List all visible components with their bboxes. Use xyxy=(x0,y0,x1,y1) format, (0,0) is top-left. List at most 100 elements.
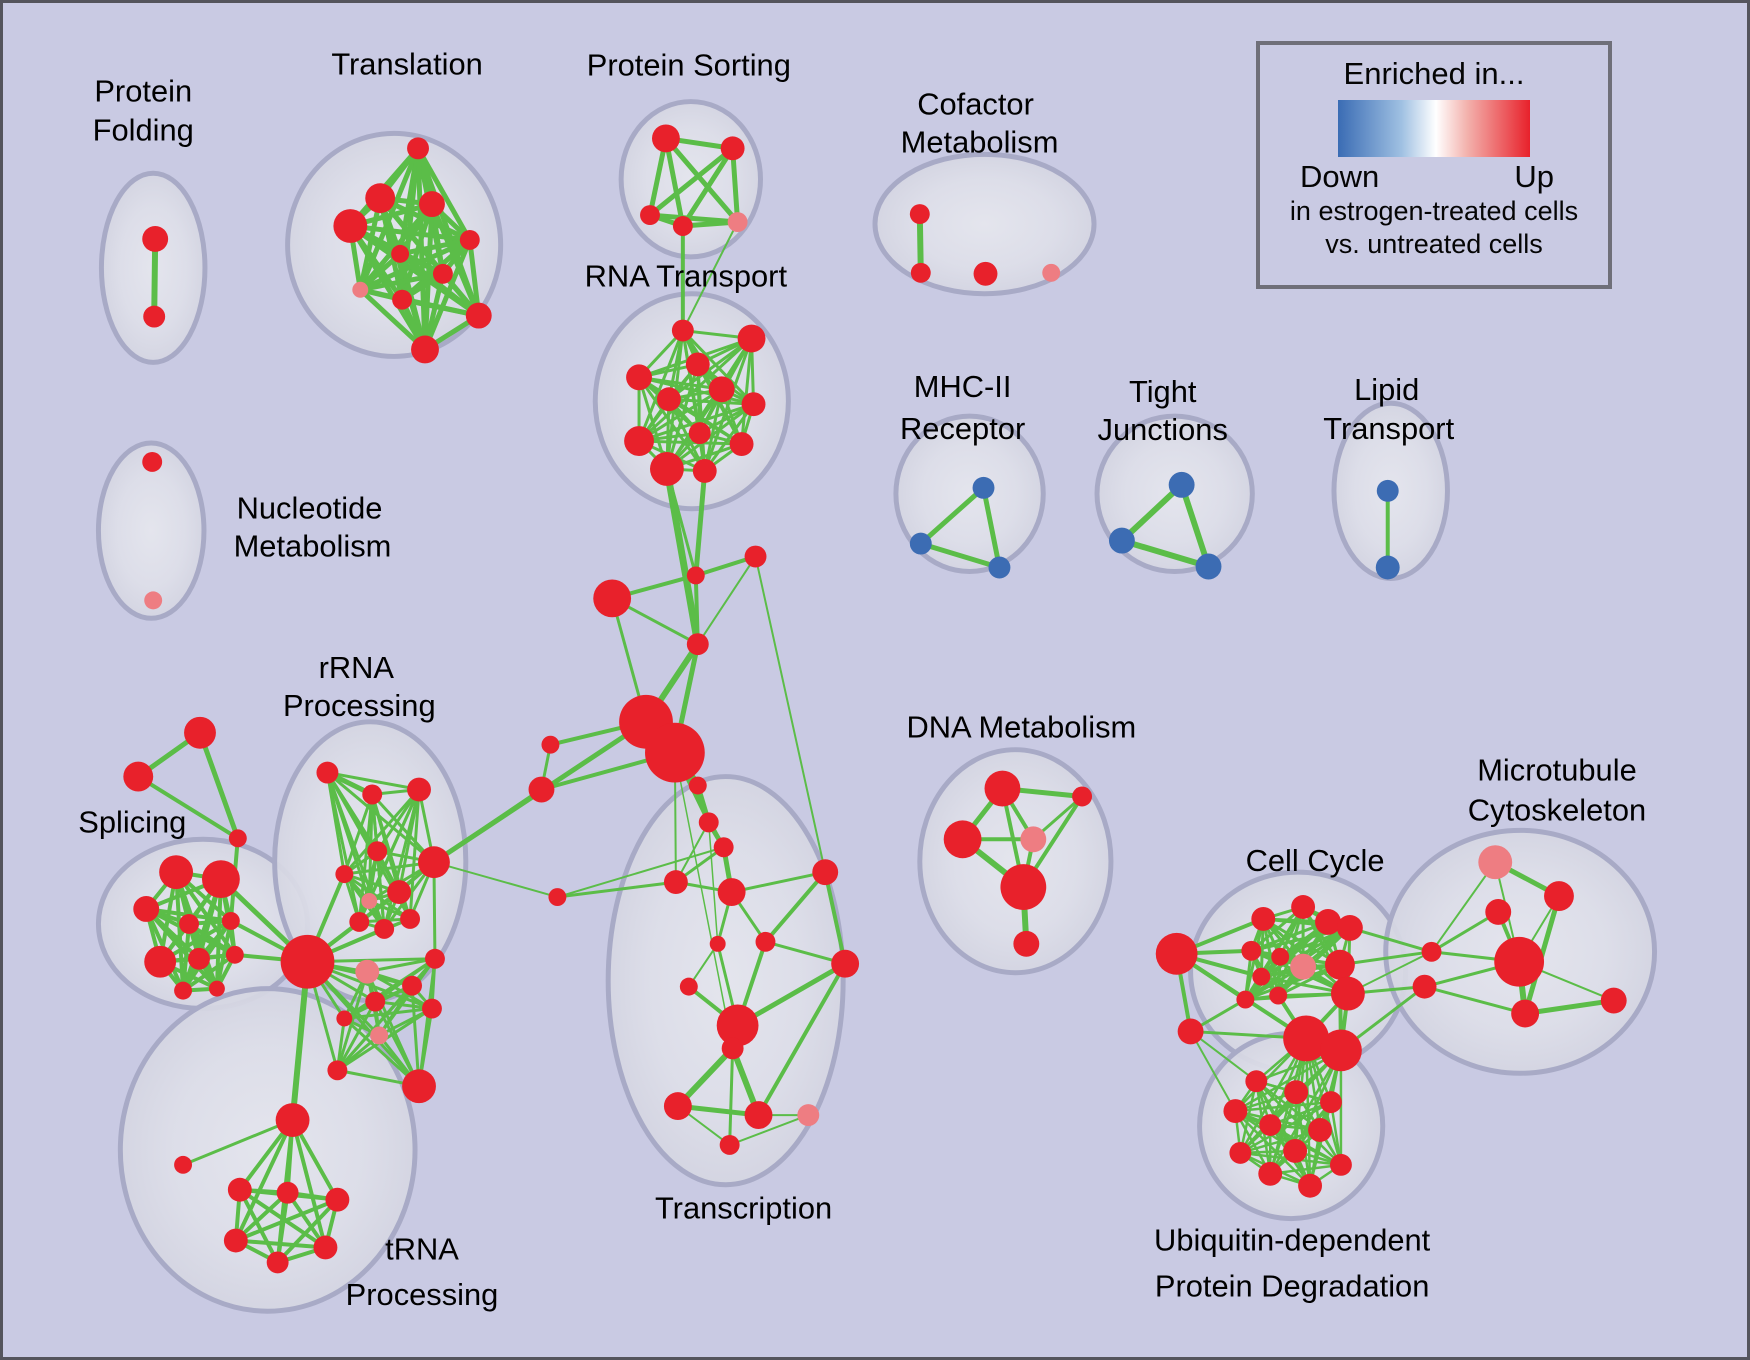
node-tj0 xyxy=(1168,471,1195,498)
node-sp8 xyxy=(174,981,193,1000)
node-cf2 xyxy=(973,261,998,286)
cluster-transcription-label: Transcription xyxy=(655,1191,832,1226)
node-sp4 xyxy=(221,911,240,930)
cluster-tight-junctions-label-line1: Tight xyxy=(1129,374,1197,409)
cluster-cofactor-metabolism-ellipse xyxy=(872,151,1097,297)
node-rt11 xyxy=(692,458,717,483)
node-tl1 xyxy=(365,183,396,214)
node-cc9 xyxy=(1290,953,1317,980)
node-tx10 xyxy=(831,949,860,978)
node-sp3 xyxy=(179,913,199,934)
node-rh1 xyxy=(402,975,423,996)
node-tr2 xyxy=(227,1177,252,1202)
node-cc2 xyxy=(1251,906,1276,931)
node-tl3 xyxy=(333,209,368,243)
legend-ends-row: Down Up xyxy=(1260,159,1608,195)
node-rr9 xyxy=(400,908,421,929)
node-mt3 xyxy=(1494,936,1545,987)
cluster-protein-sorting-label: Protein Sorting xyxy=(587,48,791,83)
node-cc4 xyxy=(1241,940,1262,961)
node-mh2 xyxy=(988,556,1011,579)
node-rh0 xyxy=(355,959,380,984)
node-st1 xyxy=(123,761,154,792)
node-cc10 xyxy=(1315,908,1341,935)
cluster-mhc-ii-receptor-label-line1: MHC-II xyxy=(914,369,1012,404)
node-cc8 xyxy=(1269,986,1288,1005)
node-rt4 xyxy=(708,376,735,403)
node-cf0 xyxy=(909,204,930,225)
node-ub3 xyxy=(1320,1091,1342,1114)
node-rh2 xyxy=(424,948,445,969)
node-cc15 xyxy=(1320,1029,1362,1072)
node-dm2 xyxy=(943,820,982,859)
node-cn2 xyxy=(593,579,632,618)
node-tr4 xyxy=(325,1187,350,1212)
node-tx7 xyxy=(709,935,726,952)
node-lc0 xyxy=(541,735,560,754)
node-tl9 xyxy=(465,302,492,329)
node-sp6 xyxy=(188,947,210,970)
node-mt4 xyxy=(1511,999,1540,1028)
cluster-microtubule-cytoskeleton-label-line2: Cytoskeleton xyxy=(1468,792,1646,827)
node-cc12 xyxy=(1325,949,1355,980)
node-tx4 xyxy=(717,878,746,906)
node-rt9 xyxy=(729,432,754,456)
node-tx8 xyxy=(755,931,776,952)
cluster-trna-processing-label-line2: Processing xyxy=(346,1277,499,1312)
node-rr10 xyxy=(361,893,378,909)
cluster-tight-junctions-label-line2: Junctions xyxy=(1098,412,1228,447)
node-rr8 xyxy=(374,918,395,939)
node-rr4 xyxy=(335,865,354,884)
node-hb1 xyxy=(645,722,705,783)
cluster-nucleotide-metabolism-label-line2: Metabolism xyxy=(234,529,392,564)
node-st2 xyxy=(228,829,247,848)
node-lt1 xyxy=(1375,555,1400,580)
node-rt10 xyxy=(649,452,684,486)
node-rh5 xyxy=(336,1010,353,1027)
node-nm1 xyxy=(144,591,163,610)
node-cc13 xyxy=(1330,976,1365,1011)
node-rt2 xyxy=(685,352,710,377)
cluster-microtubule-cytoskeleton-label-line1: Microtubule xyxy=(1477,753,1637,788)
node-tr3 xyxy=(276,1181,299,1204)
node-mt6 xyxy=(1421,941,1442,962)
node-tx6 xyxy=(548,888,567,906)
node-rt8 xyxy=(624,426,654,456)
node-txF xyxy=(797,1104,820,1127)
node-ub4 xyxy=(1259,1114,1282,1136)
node-txD xyxy=(663,1092,692,1121)
node-tr6 xyxy=(313,1235,338,1260)
cluster-ubiquitin-degradation-label-line1: Ubiquitin-dependent xyxy=(1154,1222,1431,1257)
node-ub6 xyxy=(1229,1141,1252,1164)
node-mh0 xyxy=(972,476,995,499)
node-dm3 xyxy=(1020,826,1047,853)
node-sp5 xyxy=(144,945,177,978)
legend-up-label: Up xyxy=(1514,159,1554,194)
node-cn3 xyxy=(686,633,709,656)
node-cc5 xyxy=(1271,947,1290,966)
node-tl0 xyxy=(407,137,429,160)
legend: Enriched in... Down Up in estrogen-treat… xyxy=(1256,41,1612,289)
node-rh8 xyxy=(402,1069,436,1104)
cluster-mhc-ii-receptor-label-line2: Receptor xyxy=(900,411,1025,446)
node-cc3 xyxy=(1291,895,1316,919)
cluster-translation-label: Translation xyxy=(331,47,483,82)
cluster-dna-metabolism-ellipse xyxy=(917,747,1114,976)
node-rt1 xyxy=(737,324,766,353)
node-cn0 xyxy=(686,566,705,585)
cluster-protein-folding-label-line2: Folding xyxy=(93,112,194,147)
node-ub5 xyxy=(1308,1118,1332,1142)
node-cn1 xyxy=(744,545,767,568)
node-tx1 xyxy=(698,812,719,833)
node-tl2 xyxy=(419,191,445,218)
node-mt5 xyxy=(1600,987,1627,1014)
node-ps0 xyxy=(651,124,680,153)
node-ub10 xyxy=(1329,1153,1352,1176)
cluster-rna-transport-label: RNA Transport xyxy=(585,259,788,294)
node-cc1 xyxy=(1177,1018,1204,1045)
node-mt1 xyxy=(1544,881,1574,911)
legend-subtitle-line2: vs. untreated cells xyxy=(1325,229,1543,259)
